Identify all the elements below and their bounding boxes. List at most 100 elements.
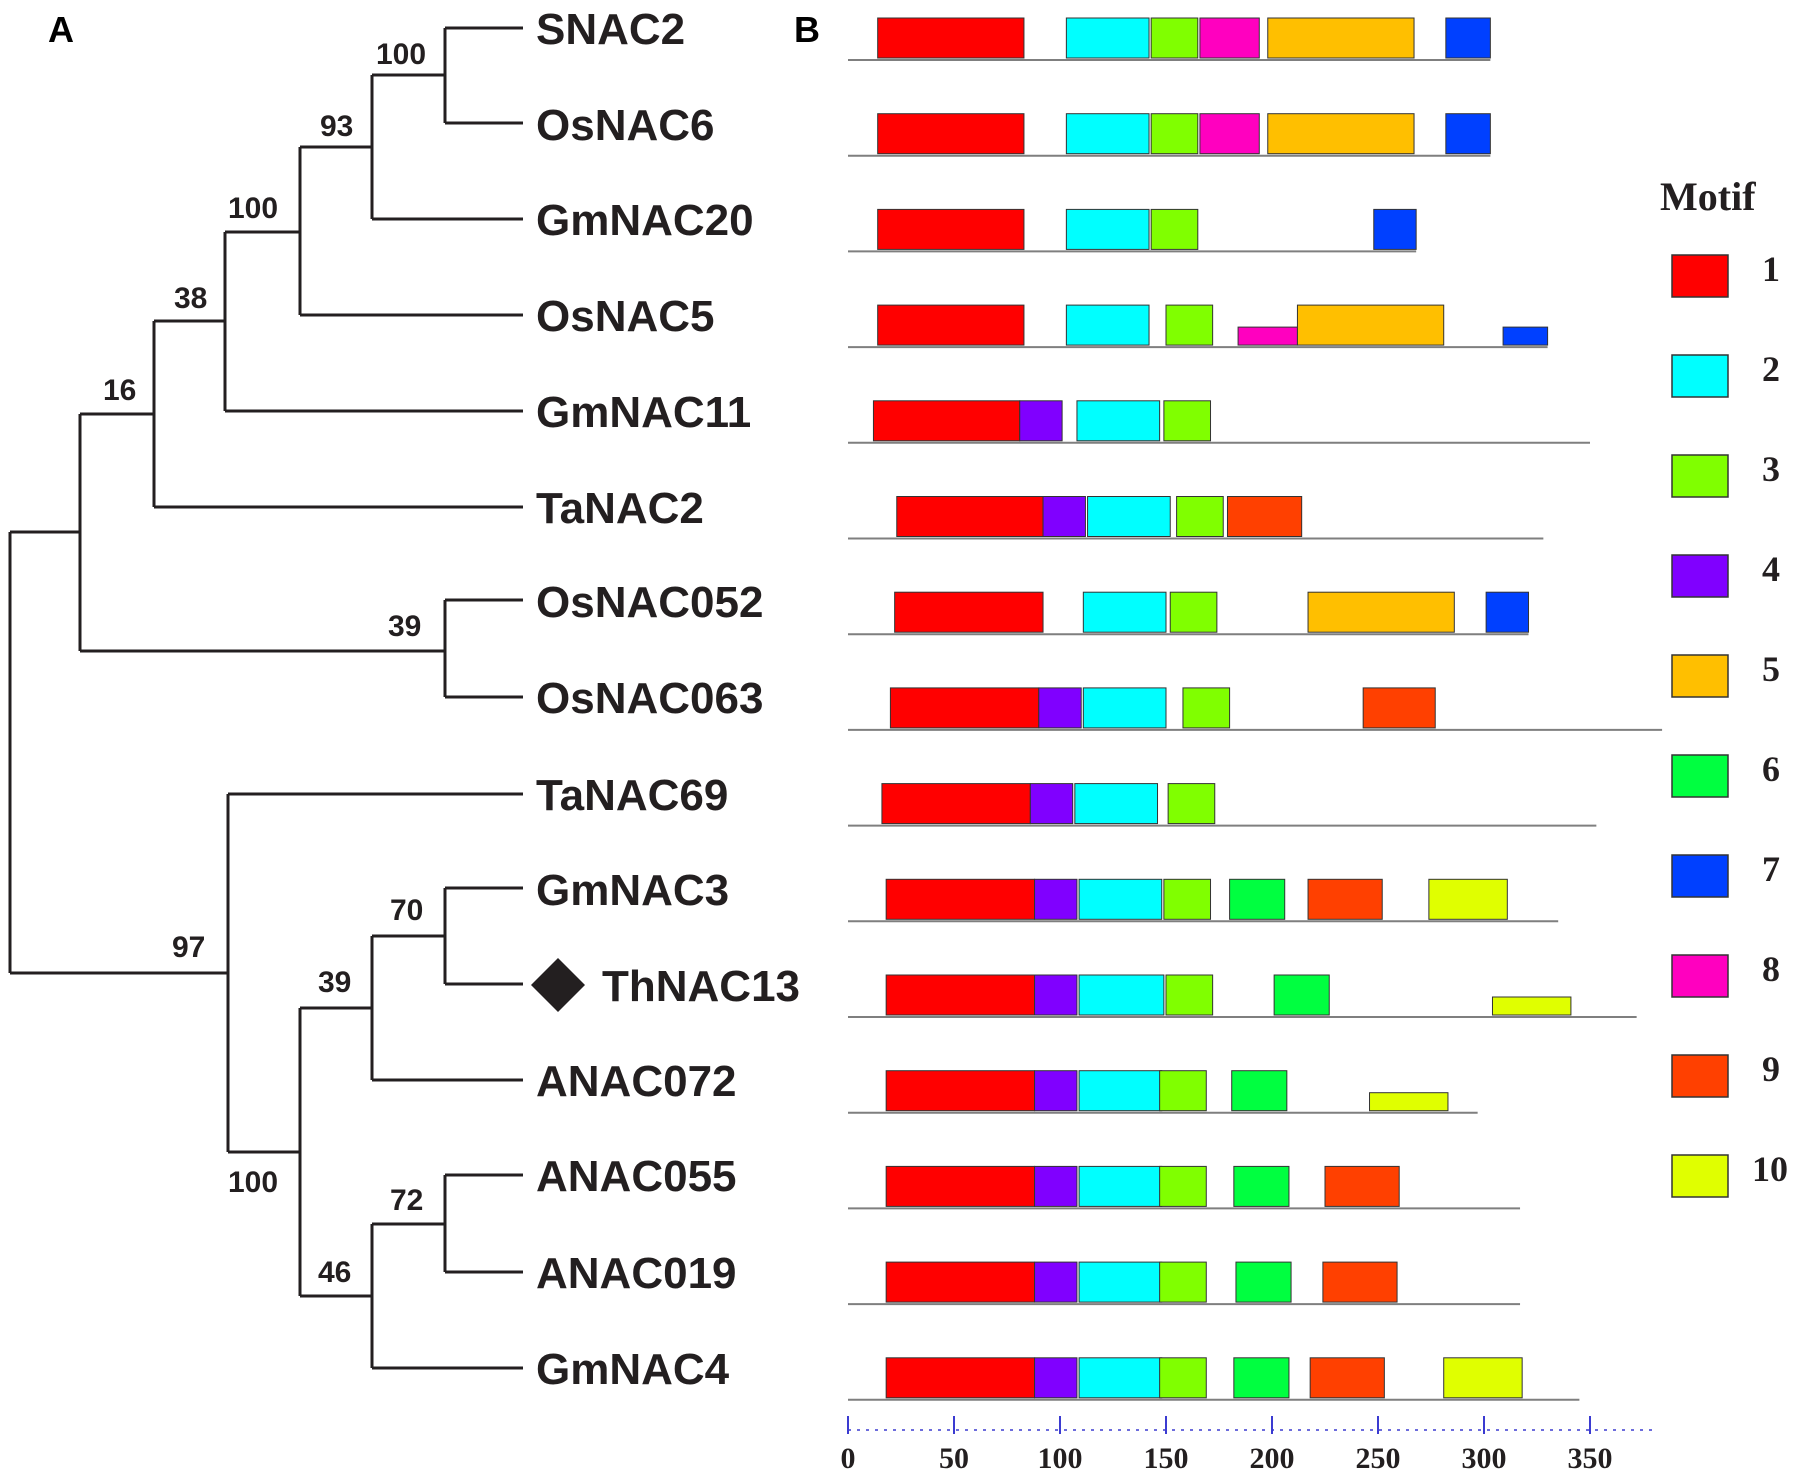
taxon-label: OsNAC6: [536, 101, 715, 150]
taxon-label: SNAC2: [536, 5, 685, 54]
node-93-vertical: [300, 75, 374, 219]
sequence-row: [848, 1165, 1521, 1210]
scale-axis: 0 50 100 150 200 250 300 350: [841, 1416, 1654, 1474]
bootstrap-label: 97: [172, 931, 205, 964]
motif-4-block: [1029, 783, 1074, 825]
motif-1-block: [896, 496, 1044, 537]
motif-2-block: [1087, 496, 1171, 537]
node-38-vertical: [154, 232, 227, 411]
taxon-label-highlighted: ThNAC13: [602, 962, 800, 1011]
motif-1-block: [885, 974, 1036, 1016]
motif-1-block: [881, 783, 1031, 825]
sequence-row: [848, 687, 1663, 731]
taxon-label: OsNAC052: [536, 578, 763, 627]
motif-8-block: [1199, 17, 1260, 59]
legend-label-2: 2: [1762, 349, 1780, 389]
taxon-label: OsNAC063: [536, 674, 763, 723]
node-72-vertical: [372, 1175, 447, 1272]
motif-4-block: [1034, 1165, 1078, 1207]
axis-tick-label: 50: [939, 1442, 969, 1474]
motif-2-block: [1078, 878, 1163, 920]
motif-6-block: [1233, 1357, 1290, 1399]
motif-1-block: [885, 1261, 1036, 1303]
motif-2-block: [1082, 591, 1167, 633]
motif-2-block: [1082, 687, 1167, 729]
sequence-row: [848, 113, 1491, 157]
motif-9-block: [1322, 1261, 1398, 1303]
motif-4-block: [1034, 1357, 1078, 1399]
motif-2-block: [1078, 1357, 1163, 1399]
legend-label-5: 5: [1762, 649, 1780, 689]
bootstrap-label: 38: [174, 282, 207, 315]
node-root-upper-vertical: [10, 414, 82, 651]
motif-10-block: [1443, 1357, 1523, 1399]
motif-3-block: [1167, 783, 1216, 825]
sequence-row: [848, 1357, 1580, 1401]
motif-1-block: [885, 878, 1036, 920]
highlight-diamond-icon: [531, 958, 585, 1012]
axis-tick-label: 150: [1144, 1442, 1189, 1474]
axis-tick-label: 350: [1568, 1442, 1613, 1474]
sequence-row: [848, 878, 1559, 923]
node-100b-vertical: [225, 147, 302, 315]
tree-edges: [8, 26, 523, 1370]
motif-9-block: [1309, 1357, 1385, 1399]
bootstrap-label: 100: [228, 192, 278, 225]
motif-7-block: [1373, 208, 1417, 250]
motif-10-block: [1369, 1092, 1449, 1112]
bootstrap-label: 100: [228, 1166, 278, 1199]
motif-4-block: [1034, 974, 1078, 1016]
legend-label-10: 10: [1752, 1149, 1788, 1189]
motif-1-block: [877, 17, 1025, 59]
bootstrap-label: 39: [388, 610, 421, 643]
motif-3-block: [1165, 304, 1214, 346]
taxon-label: TaNAC2: [536, 484, 704, 533]
motif-1-block: [885, 1165, 1036, 1207]
motif-1-block: [877, 208, 1025, 250]
legend-swatch-4: [1671, 554, 1729, 598]
motif-legend: Motif 1 2 3 4 5 6 7 8 9 10: [1660, 174, 1788, 1198]
taxon-label: TaNAC69: [536, 771, 728, 820]
taxon-labels: SNAC2 OsNAC6 GmNAC20 OsNAC5 GmNAC11 TaNA…: [531, 5, 800, 1394]
legend-label-3: 3: [1762, 449, 1780, 489]
node-39b-vertical: [300, 936, 374, 1080]
motif-2-block: [1065, 113, 1150, 155]
bootstrap-label: 39: [318, 966, 351, 999]
node-snac2-osnac6-vertical: [372, 28, 447, 123]
node-70-vertical: [372, 888, 447, 984]
motif-2-block: [1078, 1070, 1163, 1112]
taxon-label: ANAC055: [536, 1152, 737, 1201]
axis-tick-label: 200: [1250, 1442, 1295, 1474]
motif-8-block: [1199, 113, 1260, 155]
bootstrap-label: 70: [390, 894, 423, 927]
motif-3-block: [1159, 1165, 1207, 1207]
bootstrap-values: 100 93 100 38 16 39 97 70 39 100 72 46: [103, 38, 426, 1289]
motif-1-block: [894, 591, 1044, 633]
motif-4-block: [1038, 687, 1082, 729]
motif-4-block: [1019, 400, 1063, 442]
motif-3-block: [1163, 400, 1212, 442]
sequence-row: [848, 400, 1590, 444]
legend-label-1: 1: [1762, 249, 1780, 289]
taxon-label: GmNAC11: [536, 388, 751, 437]
motif-3-block: [1159, 1357, 1207, 1399]
sequence-row: [848, 17, 1491, 61]
panel-label-a: A: [48, 9, 74, 50]
sequence-row: [848, 496, 1544, 540]
taxon-label: GmNAC20: [536, 196, 754, 245]
motif-7-block: [1485, 591, 1530, 633]
legend-label-9: 9: [1762, 1049, 1780, 1089]
motif-10-block: [1491, 996, 1572, 1016]
legend-swatch-2: [1671, 354, 1729, 398]
bootstrap-label: 16: [103, 374, 136, 407]
sequence-row: [848, 1070, 1478, 1114]
sequence-row: [848, 974, 1637, 1018]
motif-2-block: [1076, 400, 1161, 442]
motif-5-block: [1267, 17, 1415, 59]
bootstrap-label: 93: [320, 110, 353, 143]
motif-4-block: [1034, 878, 1078, 920]
motif-7-block: [1445, 113, 1491, 155]
motif-2-block: [1065, 304, 1150, 346]
node-39a-vertical: [80, 600, 447, 697]
motif-3-block: [1150, 17, 1199, 59]
